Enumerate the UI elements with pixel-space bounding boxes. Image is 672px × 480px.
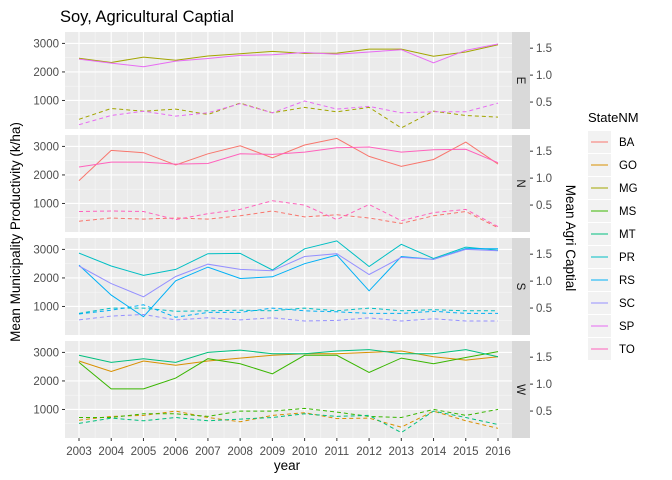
productivity-line-to (78, 146, 499, 168)
x-tick-label: 2015 (453, 446, 479, 458)
legend-label: RS (619, 275, 635, 287)
x-tick-label: 2007 (195, 446, 221, 458)
x-tick-label: 2003 (66, 446, 92, 458)
legend-label: GO (619, 160, 637, 172)
y-tick-label: 2000 (33, 170, 59, 182)
legend-label: BA (619, 137, 635, 149)
legend-label: SC (619, 298, 635, 310)
legend-entry-sc: SC (588, 292, 635, 314)
agri-capital-line-ba (78, 210, 499, 229)
legend-entry-ms: MS (588, 200, 637, 222)
productivity-line-ba (78, 137, 499, 181)
legend-entry-rs: RS (588, 269, 635, 291)
legend-label: MT (619, 229, 636, 241)
y-right-tick-label: 1.5 (536, 43, 552, 55)
legend-entry-sp: SP (588, 315, 635, 337)
productivity-line-ms (78, 351, 499, 390)
facet-panel-w: 1000 2000 3000 W 0.5 1.0 1.5 (33, 341, 552, 438)
y-tick-label: 3000 (33, 244, 59, 256)
x-tick-label: 2005 (131, 446, 157, 458)
legend-label: PR (619, 252, 635, 264)
facet-strip (512, 341, 530, 438)
y-axis-title: Mean Municipality Productivity (k/ha) (8, 122, 23, 342)
y-right-tick-label: 1.0 (536, 70, 552, 82)
y-tick-label: 2000 (33, 67, 59, 79)
y-axis-right-title: Mean Agri Captial (563, 185, 578, 292)
facet-strip-label: S (514, 283, 526, 291)
legend-label: SP (619, 321, 635, 333)
y-tick-label: 2000 (33, 376, 59, 388)
legend-entry-ba: BA (588, 131, 635, 153)
agri-capital-line-mg (78, 102, 499, 129)
legend: StateNM BA GO MG MS MT PR RS SC SP TO (588, 110, 639, 360)
y-tick-label: 3000 (33, 38, 59, 50)
chart-title: Soy, Agricultural Captial (60, 8, 234, 26)
agri-capital-line-rs (78, 304, 498, 318)
legend-label: MS (619, 206, 637, 218)
x-tick-label: 2009 (260, 446, 286, 458)
productivity-line-pr (78, 240, 499, 276)
y-right-tick-label: 0.5 (536, 97, 552, 109)
x-tick-label: 2016 (485, 446, 511, 458)
x-tick-label: 2012 (356, 446, 382, 458)
x-axis-title: year (274, 458, 301, 473)
facet-strip-label: N (514, 179, 526, 187)
facet-panel-s: 1000 2000 3000 S 0.5 1.0 1.5 (33, 238, 552, 335)
y-tick-label: 1000 (33, 301, 59, 313)
facet-panel-n: 1000 2000 3000 N 0.5 1.0 1.5 (33, 135, 552, 232)
facet-strip-label: E (514, 77, 526, 85)
y-tick-label: 2000 (33, 273, 59, 285)
agri-capital-line-sp (78, 100, 499, 126)
y-right-tick-label: 1.0 (536, 173, 552, 185)
legend-title: StateNM (588, 110, 639, 125)
y-tick-label: 1000 (33, 198, 59, 210)
y-right-tick-label: 1.0 (536, 379, 552, 391)
agri-capital-line-to (78, 200, 499, 228)
x-tick-label: 2004 (98, 446, 124, 458)
y-right-tick-label: 1.5 (536, 146, 552, 158)
facet-panels: 1000 2000 3000 E 0.5 1.0 1.5 1000 2000 3000 N 0.5 1.… (33, 32, 552, 458)
y-tick-label: 1000 (33, 95, 59, 107)
y-right-tick-label: 0.5 (536, 303, 552, 315)
y-right-tick-label: 1.0 (536, 276, 552, 288)
x-tick-label: 2008 (227, 446, 253, 458)
facet-strip (512, 32, 530, 129)
legend-entry-pr: PR (588, 246, 635, 268)
facet-strip (512, 135, 530, 232)
x-tick-label: 2011 (324, 446, 349, 458)
productivity-line-mg (78, 44, 499, 64)
legend-entry-go: GO (588, 154, 637, 176)
y-tick-label: 1000 (33, 404, 59, 416)
legend-label: MG (619, 183, 638, 195)
y-tick-label: 3000 (33, 141, 59, 153)
productivity-line-sc (78, 248, 499, 298)
legend-entry-to: TO (588, 338, 635, 360)
agri-capital-line-ms (79, 407, 499, 419)
legend-entry-mt: MT (588, 223, 636, 245)
y-right-tick-label: 1.5 (536, 352, 552, 364)
productivity-line-go (78, 350, 499, 373)
y-right-tick-label: 0.5 (536, 406, 552, 418)
y-right-tick-label: 0.5 (536, 200, 552, 212)
x-tick-label: 2006 (163, 446, 189, 458)
legend-entry-mg: MG (588, 177, 638, 199)
productivity-line-sp (78, 43, 499, 68)
agri-capital-line-mt (78, 410, 499, 434)
facet-strip-label: W (514, 384, 526, 395)
x-tick-label: 2010 (292, 446, 318, 458)
x-tick-label: 2014 (421, 446, 447, 458)
facet-panel-e: 1000 2000 3000 E 0.5 1.0 1.5 (33, 32, 552, 129)
agri-capital-line-sc (78, 313, 498, 322)
productivity-line-mt (78, 349, 499, 363)
agri-capital-line-go (78, 410, 499, 429)
y-right-tick-label: 1.5 (536, 249, 552, 261)
legend-label: TO (619, 344, 635, 356)
facet-strip (512, 238, 530, 335)
y-tick-label: 3000 (33, 347, 59, 359)
x-tick-label: 2013 (389, 446, 415, 458)
